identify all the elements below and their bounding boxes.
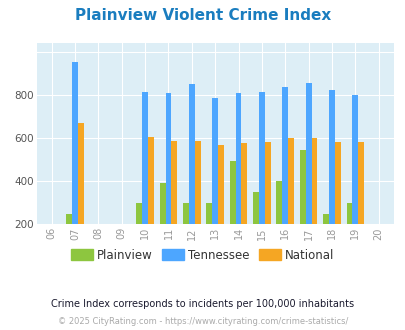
Bar [66, 214, 72, 224]
Bar [322, 214, 328, 224]
Bar [311, 138, 317, 224]
Bar [142, 91, 148, 224]
Bar [188, 84, 194, 224]
Bar [328, 90, 334, 224]
Bar [136, 203, 142, 224]
Bar [148, 137, 153, 224]
Bar [165, 93, 171, 224]
Bar [276, 181, 281, 224]
Bar [258, 92, 264, 224]
Legend: Plainview, Tennessee, National: Plainview, Tennessee, National [66, 244, 339, 266]
Bar [217, 145, 224, 224]
Bar [264, 142, 270, 224]
Bar [183, 203, 188, 224]
Bar [229, 161, 235, 224]
Bar [299, 150, 305, 224]
Bar [212, 98, 217, 224]
Bar [206, 203, 212, 224]
Text: Crime Index corresponds to incidents per 100,000 inhabitants: Crime Index corresponds to incidents per… [51, 299, 354, 309]
Bar [281, 87, 288, 224]
Bar [171, 141, 177, 224]
Bar [241, 143, 247, 224]
Bar [305, 83, 311, 224]
Bar [72, 62, 78, 224]
Bar [346, 203, 352, 224]
Text: Plainview Violent Crime Index: Plainview Violent Crime Index [75, 8, 330, 23]
Bar [252, 192, 258, 224]
Bar [357, 142, 363, 224]
Text: © 2025 CityRating.com - https://www.cityrating.com/crime-statistics/: © 2025 CityRating.com - https://www.city… [58, 317, 347, 326]
Bar [159, 183, 165, 224]
Bar [334, 142, 340, 224]
Bar [288, 138, 293, 224]
Bar [235, 93, 241, 224]
Bar [78, 123, 83, 224]
Bar [194, 141, 200, 224]
Bar [352, 95, 357, 224]
